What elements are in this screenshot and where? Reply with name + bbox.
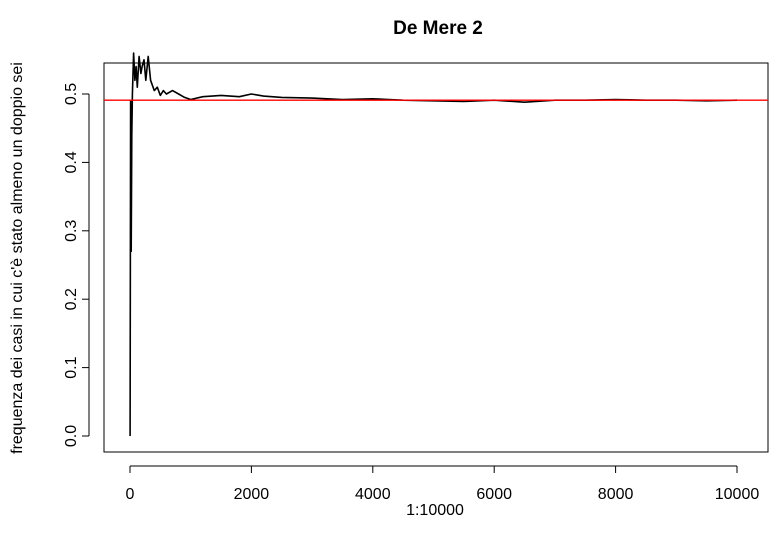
y-tick-label: 0.0	[63, 425, 80, 447]
x-tick-label: 4000	[355, 486, 391, 503]
x-tick-label: 2000	[234, 486, 270, 503]
series-layer	[104, 52, 768, 437]
y-axis-label: frequenza dei casi in cui c'è stato alme…	[9, 62, 26, 454]
y-tick-label: 0.5	[63, 83, 80, 105]
x-axis: 0 2000 4000 6000 8000 10000	[126, 465, 760, 503]
x-tick-label: 10000	[715, 486, 760, 503]
y-tick-label: 0.2	[63, 288, 80, 310]
x-tick-label: 0	[126, 486, 135, 503]
x-tick-label: 6000	[476, 486, 512, 503]
y-axis: 0.0 0.1 0.2 0.3 0.4 0.5	[63, 83, 90, 447]
x-tick-label: 8000	[598, 486, 634, 503]
x-axis-label: 1:10000	[406, 502, 464, 519]
y-tick-label: 0.4	[63, 151, 80, 173]
series-line	[129, 52, 738, 437]
y-tick-label: 0.3	[63, 220, 80, 242]
y-tick-label: 0.1	[63, 356, 80, 378]
chart-title: De Mere 2	[393, 18, 483, 39]
plot-frame	[103, 62, 769, 453]
